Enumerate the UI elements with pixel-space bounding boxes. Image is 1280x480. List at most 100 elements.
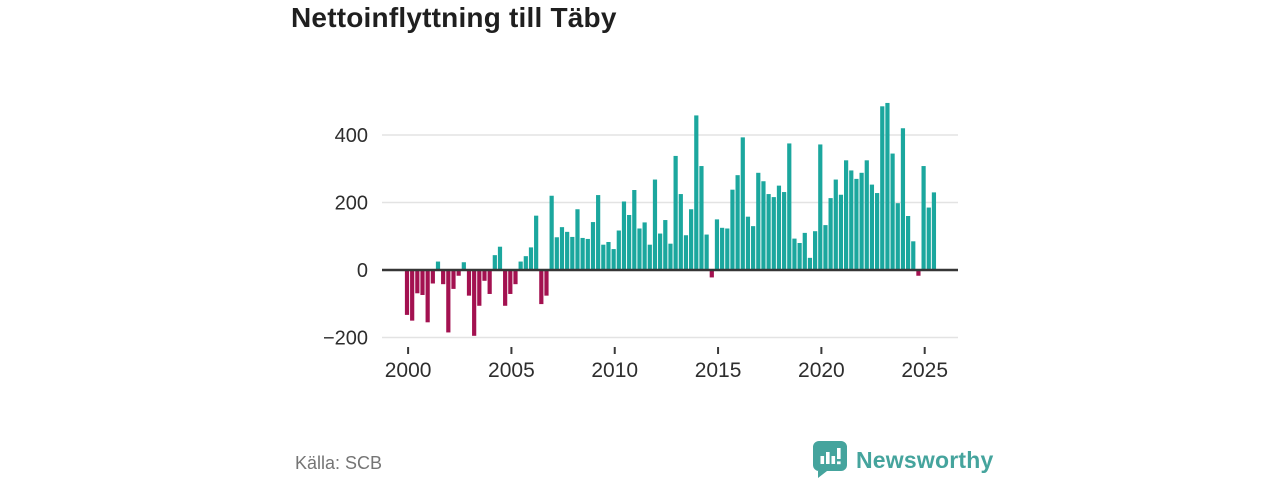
bar-2000Q2 [410, 270, 415, 321]
bar-2001Q3 [435, 261, 441, 270]
bar-2024Q4 [916, 270, 921, 276]
bar-2021Q3 [849, 170, 854, 270]
bar-2002Q4 [461, 262, 466, 270]
bar-2001Q2 [430, 270, 435, 284]
x-axis-label-2000: 2000 [385, 359, 432, 382]
bar-2003Q2 [472, 270, 477, 336]
bar-2018Q1 [776, 185, 782, 271]
bar-2012Q2 [658, 233, 663, 270]
logo-brand-text: Newsworthy [856, 446, 994, 473]
bar-2023Q4 [895, 203, 900, 271]
bar-2022Q4 [875, 193, 880, 270]
bar-2007Q3 [559, 227, 565, 270]
bar-2025Q3 [931, 192, 937, 271]
bar-2013Q3 [683, 235, 689, 270]
bar-2016Q3 [745, 216, 751, 271]
bar-2013Q1 [673, 155, 678, 271]
bar-2008Q4 [585, 238, 590, 270]
bar-2016Q2 [740, 137, 745, 270]
bar-2001Q4 [441, 270, 446, 285]
bar-2008Q3 [580, 237, 585, 270]
bar-2016Q4 [751, 226, 756, 271]
bar-2022Q3 [869, 184, 875, 270]
bar-2011Q4 [647, 244, 652, 270]
bar-2010Q3 [621, 201, 627, 270]
bar-2005Q1 [508, 270, 513, 294]
bar-2006Q1 [528, 247, 534, 270]
bar-2008Q2 [575, 209, 580, 270]
bar-2019Q2 [802, 232, 807, 271]
bar-2001Q1 [425, 270, 430, 323]
bar-2015Q4 [730, 189, 735, 271]
x-axis-label-2020: 2020 [798, 359, 845, 382]
bar-2020Q2 [823, 225, 828, 270]
bar-2020Q4 [833, 179, 838, 270]
bar-2023Q3 [890, 153, 895, 270]
bar-2017Q2 [761, 181, 766, 270]
bar-2014Q1 [694, 115, 699, 270]
bar-2021Q2 [844, 160, 849, 270]
bar-2000Q1 [404, 270, 410, 315]
x-axis-label-2010: 2010 [591, 359, 638, 382]
bar-2004Q1 [487, 270, 492, 294]
bar-2024Q3 [911, 241, 916, 270]
bar-2024Q1 [900, 128, 906, 270]
bar-2014Q2 [699, 166, 704, 270]
x-axis-label-2005: 2005 [488, 359, 535, 382]
bar-2011Q3 [642, 222, 647, 270]
bar-2009Q2 [596, 195, 601, 270]
source-label: Källa: SCB [295, 453, 383, 473]
bar-2015Q3 [725, 228, 730, 270]
chart-title: Nettoinflyttning till Täby [291, 2, 617, 33]
bar-2007Q1 [549, 195, 554, 270]
bar-2018Q2 [782, 192, 787, 270]
bar-2016Q1 [735, 175, 740, 270]
bar-2004Q2 [492, 255, 497, 270]
bar-2011Q2 [637, 228, 642, 270]
bar-2006Q2 [534, 215, 539, 270]
bar-2000Q4 [420, 270, 425, 295]
bar-2010Q1 [611, 249, 616, 270]
bar-2000Q3 [415, 270, 420, 294]
bar-2005Q4 [523, 256, 528, 270]
bar-2021Q4 [854, 178, 859, 271]
bar-2015Q1 [714, 219, 720, 271]
bar-2013Q2 [678, 194, 683, 270]
bar-2003Q4 [482, 270, 487, 281]
bar-2023Q2 [885, 102, 890, 270]
bar-2010Q4 [627, 214, 632, 270]
bar-2025Q1 [921, 166, 926, 270]
x-axis-label-2025: 2025 [901, 359, 948, 382]
bar-2003Q1 [466, 270, 472, 296]
bar-2020Q3 [828, 198, 833, 270]
bar-2012Q1 [652, 179, 658, 270]
bar-2023Q1 [880, 106, 885, 270]
bar-2005Q2 [513, 270, 518, 285]
bar-2019Q4 [813, 231, 818, 270]
bar-2002Q2 [451, 270, 456, 289]
bar-2010Q2 [616, 230, 621, 270]
bar-2015Q2 [720, 227, 725, 270]
bar-2012Q4 [668, 243, 673, 271]
bar-2007Q4 [565, 231, 570, 270]
bar-2008Q1 [570, 236, 575, 271]
bar-2021Q1 [838, 194, 844, 270]
bar-2022Q1 [859, 172, 864, 270]
bar-2022Q2 [864, 160, 869, 270]
bar-2009Q4 [606, 241, 611, 270]
y-axis-label-200: 200 [335, 193, 368, 215]
bar-2018Q4 [792, 238, 797, 270]
bar-2019Q3 [807, 257, 813, 270]
bar-2017Q3 [766, 194, 771, 270]
bar-2007Q2 [554, 237, 559, 270]
bar-2020Q1 [818, 144, 823, 270]
bar-2017Q1 [756, 172, 761, 270]
bar-chart-speech-bubble-icon [813, 441, 847, 478]
bar-2004Q3 [497, 246, 503, 270]
bar-2012Q3 [663, 220, 668, 270]
bar-2013Q4 [689, 209, 694, 270]
bar-2019Q1 [797, 243, 802, 270]
bar-2017Q4 [771, 197, 776, 270]
